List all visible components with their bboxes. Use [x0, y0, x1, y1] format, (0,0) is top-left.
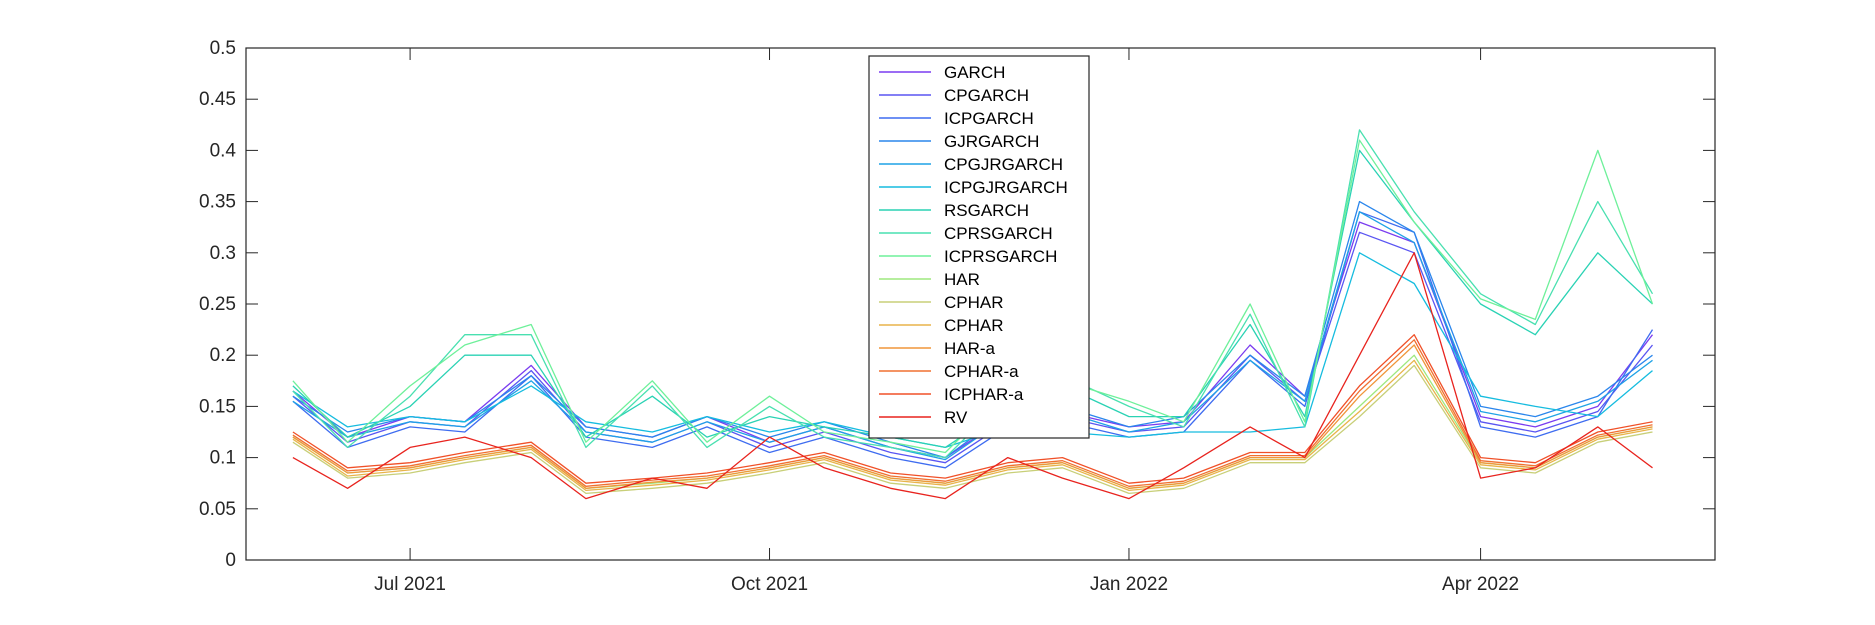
y-tick-label: 0.4 [210, 140, 237, 161]
legend-label-14: ICPHAR-a [944, 385, 1024, 404]
y-tick-label: 0.2 [210, 345, 236, 366]
legend-label-8: ICPRSGARCH [944, 247, 1057, 266]
legend-label-11: CPHAR [944, 316, 1004, 335]
series-line-15 [292, 252, 1653, 500]
y-tick-label: 0.1 [210, 448, 236, 469]
legend-label-7: CPRSGARCH [944, 224, 1053, 243]
y-tick-label: 0 [225, 550, 236, 571]
series-line-2 [292, 211, 1654, 469]
y-tick-label: 0.3 [210, 243, 236, 264]
x-tick-label: Jul 2021 [374, 574, 446, 595]
legend-label-2: ICPGARCH [944, 109, 1034, 128]
ticks-layer: 0 0.05 0.1 0.15 0.2 0.25 0.3 0.35 0.4 0.45 0.5 Jul … [199, 38, 1715, 595]
legend-label-0: GARCH [944, 63, 1005, 82]
legend-label-9: HAR [944, 270, 980, 289]
legend-label-12: HAR-a [944, 339, 996, 358]
legend: GARCH CPGARCH ICPGARCH GJRGARCH CPGJRGARCH IC… [868, 55, 1090, 439]
series-line-13 [292, 339, 1653, 487]
y-tick-label: 0.45 [199, 89, 236, 110]
legend-label-13: CPHAR-a [944, 362, 1019, 381]
series-line-12 [292, 344, 1653, 489]
y-tick-label: 0.5 [210, 38, 236, 59]
legend-label-10: CPHAR [944, 293, 1004, 312]
legend-label-4: CPGJRGARCH [944, 155, 1063, 174]
y-tick-label: 0.05 [199, 499, 236, 520]
legend-label-1: CPGARCH [944, 86, 1029, 105]
legend-label-6: RSGARCH [944, 201, 1029, 220]
y-tick-label: 0.35 [199, 192, 236, 213]
legend-label-15: RV [944, 408, 968, 427]
x-tick-label: Oct 2021 [731, 574, 808, 595]
y-tick-label: 0.25 [199, 294, 236, 315]
legend-box [868, 55, 1090, 439]
series-layer [292, 129, 1654, 500]
x-tick-label: Jan 2022 [1090, 574, 1168, 595]
legend-label-3: GJRGARCH [944, 132, 1039, 151]
legend-label-5: ICPGJRGARCH [944, 178, 1068, 197]
series-line-14 [292, 334, 1653, 484]
series-line-1 [292, 231, 1654, 464]
y-tick-label: 0.15 [199, 396, 236, 417]
x-tick-label: Apr 2022 [1442, 574, 1519, 595]
